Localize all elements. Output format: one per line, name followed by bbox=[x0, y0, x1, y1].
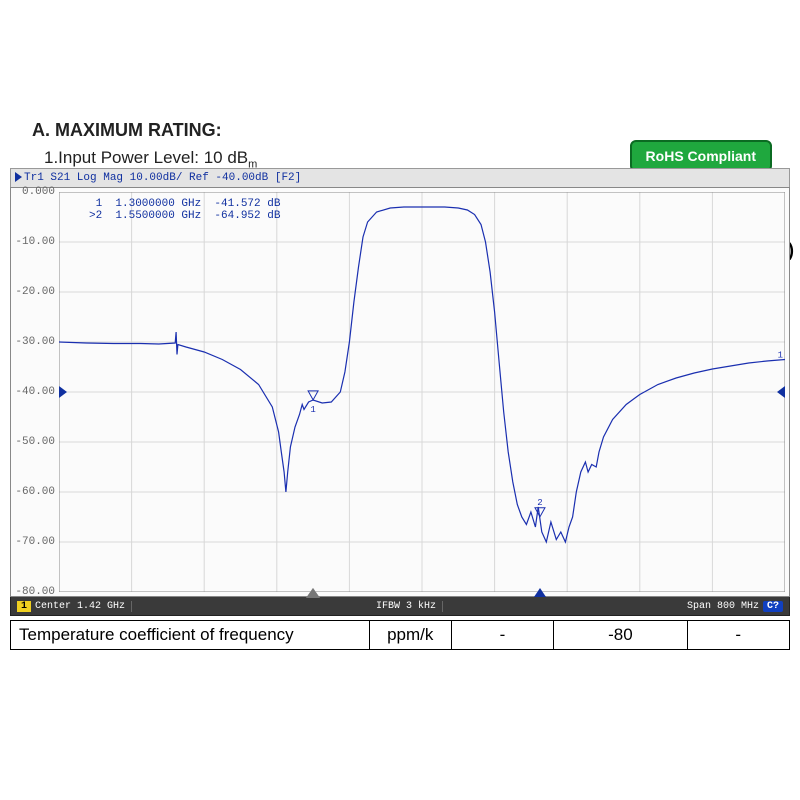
span-text: Span 800 MHz bbox=[687, 601, 759, 612]
status-ifbw: IFBW 3 kHz bbox=[370, 601, 443, 612]
status-center: 1 Center 1.42 GHz bbox=[11, 601, 132, 612]
spec-typ: -80 bbox=[554, 621, 687, 650]
table-row: Temperature coefficient of frequency ppm… bbox=[11, 621, 790, 650]
plot-area: 0.000-10.00-20.00-30.00-40.00-50.00-60.0… bbox=[10, 187, 790, 597]
trace-svg: 1 2 1 bbox=[59, 192, 785, 592]
network-analyzer-panel: Tr1 S21 Log Mag 10.00dB/ Ref -40.00dB [F… bbox=[10, 168, 790, 616]
x-axis-marker-triangles bbox=[59, 587, 785, 597]
spec-unit: ppm/k bbox=[369, 621, 451, 650]
spec-max: - bbox=[687, 621, 790, 650]
spec-label: Temperature coefficient of frequency bbox=[11, 621, 370, 650]
center-freq: Center 1.42 GHz bbox=[35, 601, 125, 612]
spec-table: Temperature coefficient of frequency ppm… bbox=[10, 620, 790, 650]
svg-text:1: 1 bbox=[778, 351, 783, 361]
section-heading: A. MAXIMUM RATING: bbox=[32, 120, 222, 141]
marker-readout: 1 1.3000000 GHz -41.572 dB >2 1.5500000 … bbox=[89, 198, 280, 222]
ref-level-arrow-right-icon bbox=[777, 386, 785, 398]
y-axis-labels: 0.000-10.00-20.00-30.00-40.00-50.00-60.0… bbox=[11, 188, 57, 596]
analyzer-status-bar: 1 Center 1.42 GHz IFBW 3 kHz Span 800 MHz… bbox=[10, 597, 790, 616]
svg-text:1: 1 bbox=[310, 405, 315, 415]
input-power-text: 1.Input Power Level: 10 dB bbox=[44, 148, 248, 167]
trace-active-arrow-icon bbox=[15, 172, 22, 182]
trace-header-bar: Tr1 S21 Log Mag 10.00dB/ Ref -40.00dB [F… bbox=[10, 168, 790, 187]
channel-1-badge: 1 bbox=[17, 601, 31, 612]
spec-min: - bbox=[451, 621, 554, 650]
svg-text:2: 2 bbox=[537, 498, 542, 508]
channel-2-badge: C? bbox=[763, 601, 783, 612]
status-span: Span 800 MHz C? bbox=[681, 601, 789, 612]
plot-canvas: 1 2 1 bbox=[59, 192, 785, 592]
trace-label: Tr1 S21 Log Mag 10.00dB/ Ref -40.00dB [F… bbox=[24, 172, 301, 184]
ref-level-arrow-left-icon bbox=[59, 386, 67, 398]
